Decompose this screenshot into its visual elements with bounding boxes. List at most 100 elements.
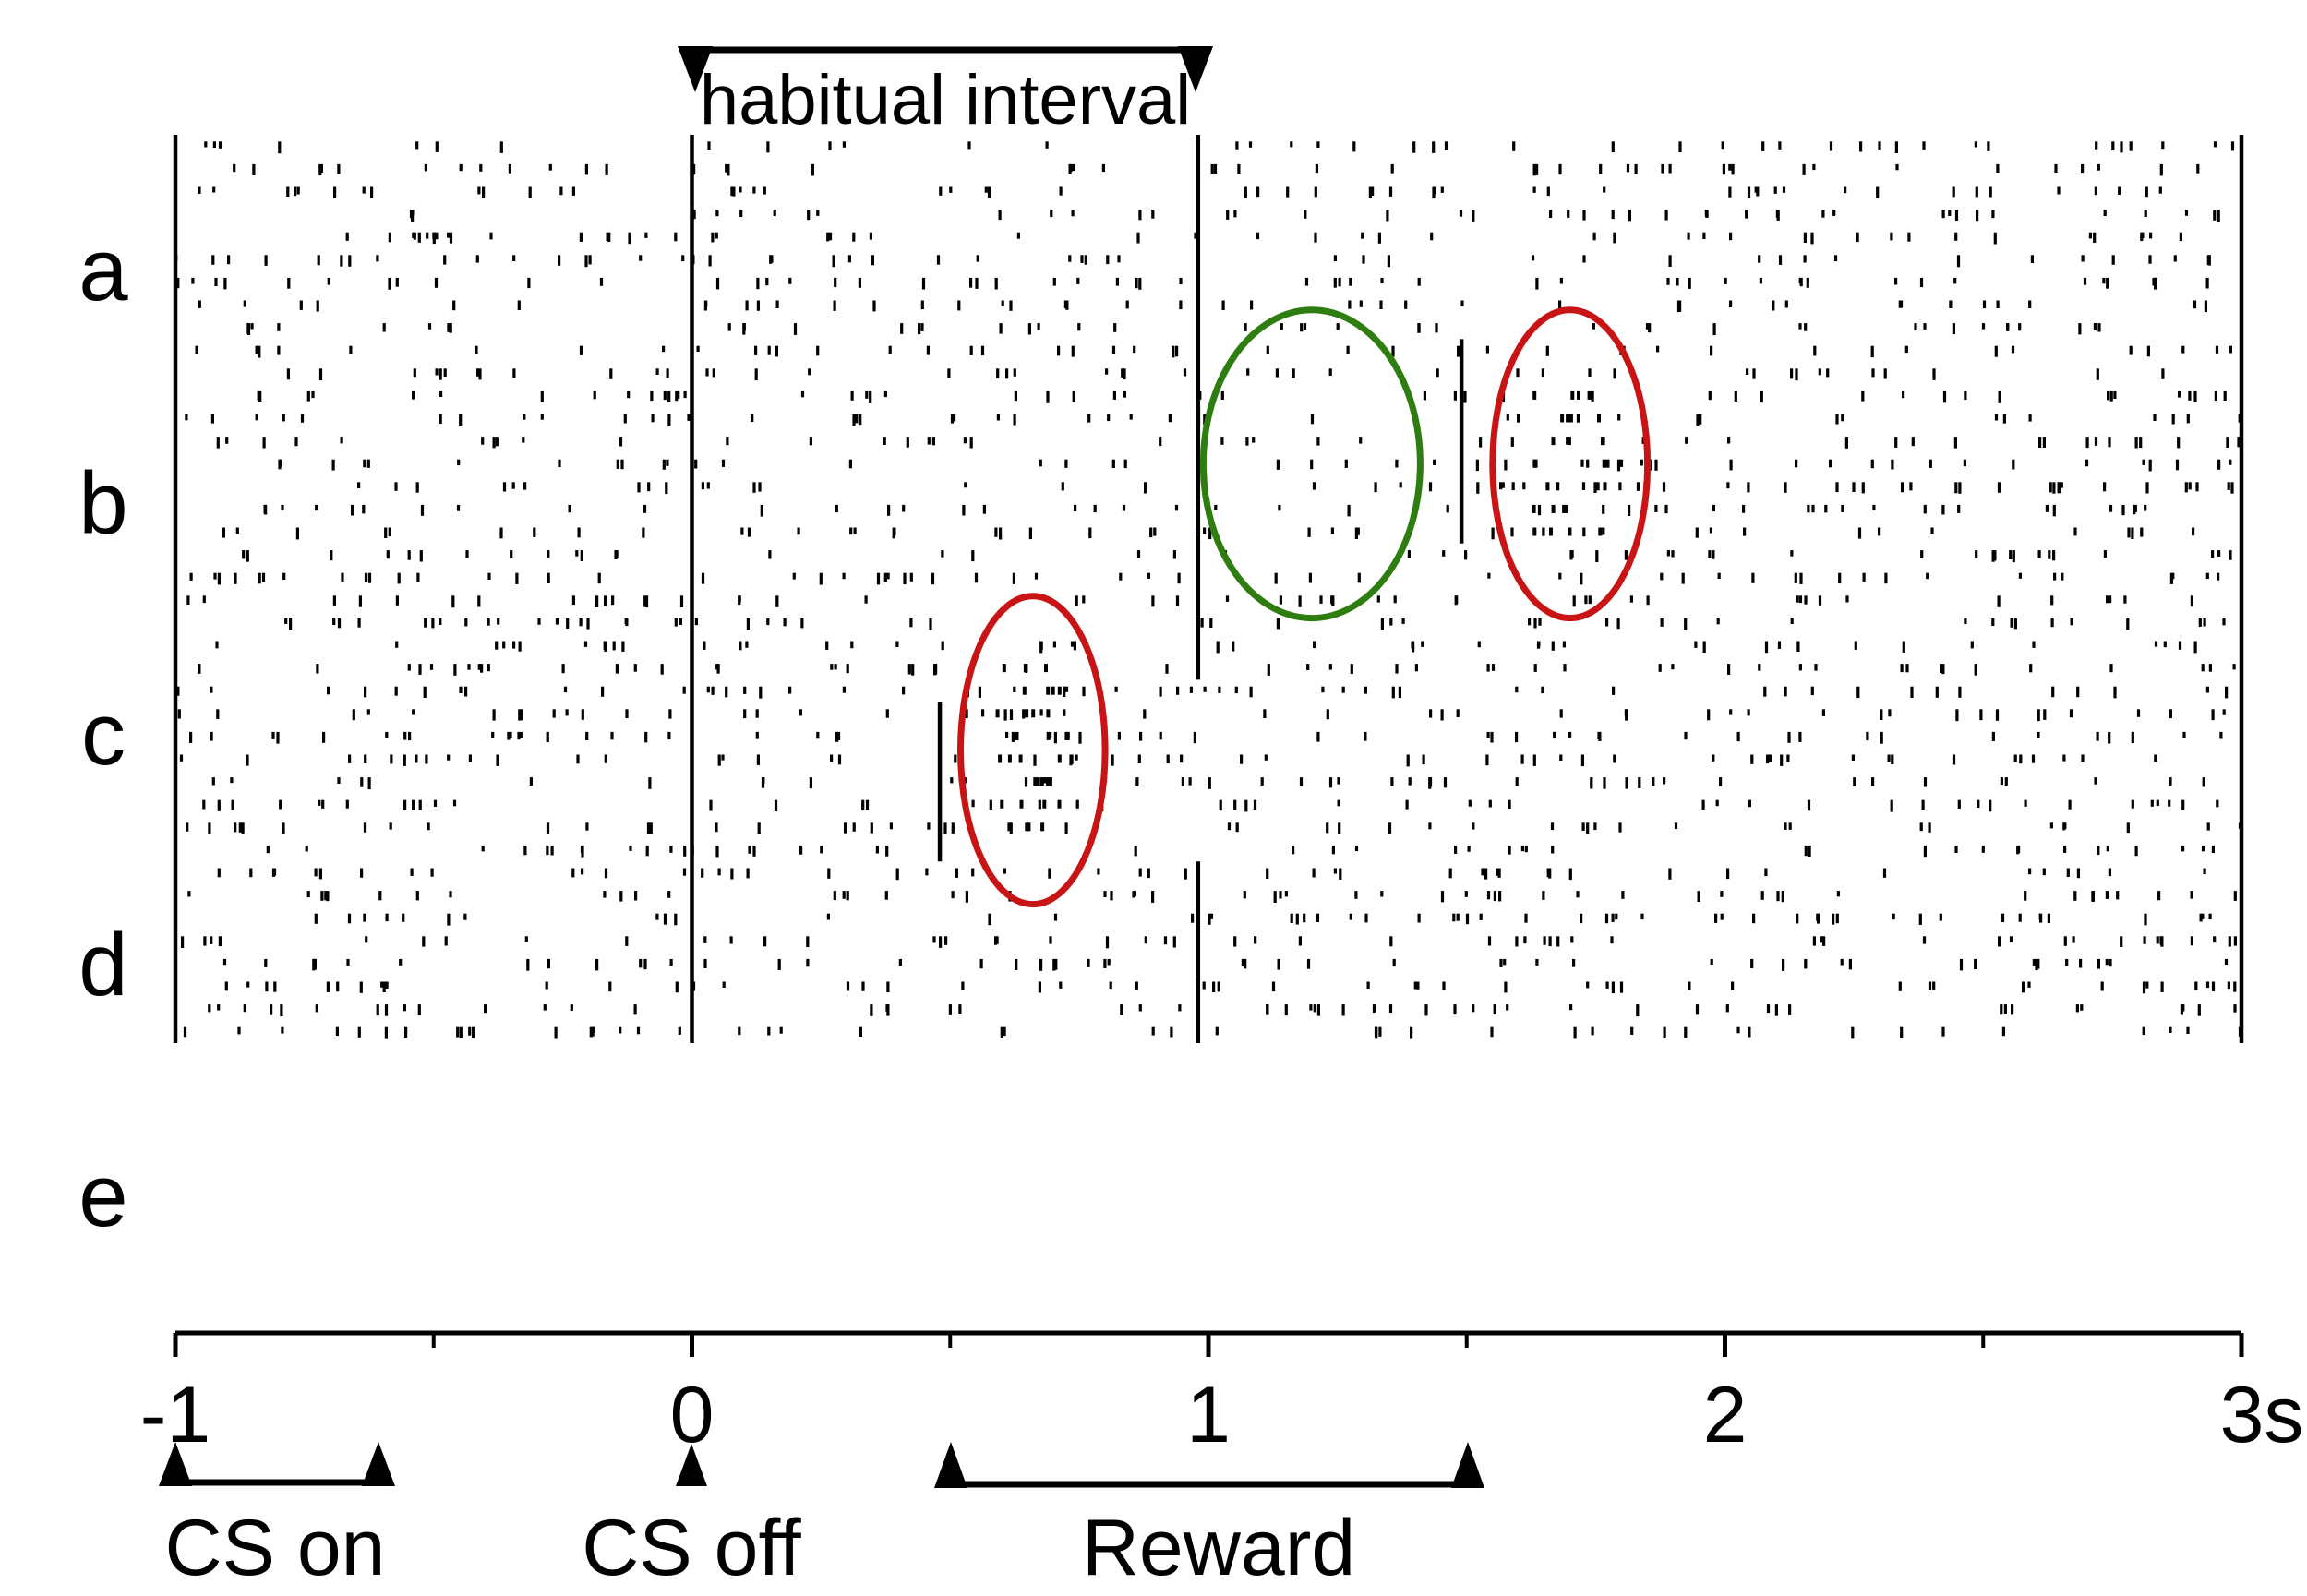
spike-mark xyxy=(2181,799,2185,810)
spike-mark xyxy=(747,527,751,537)
spike-mark xyxy=(1613,754,1616,763)
spike-mark xyxy=(1210,163,1214,174)
spike-mark xyxy=(1798,731,1802,742)
spike-mark xyxy=(1307,527,1311,537)
spike-mark xyxy=(1309,1004,1313,1011)
spike-mark xyxy=(359,981,363,993)
spike-mark xyxy=(1568,731,1572,738)
spike-mark xyxy=(198,186,201,194)
spike-mark xyxy=(384,527,388,538)
spike-mark xyxy=(1012,572,1015,584)
spike-mark xyxy=(1824,504,1828,513)
spike-mark xyxy=(571,868,575,878)
spike-mark xyxy=(963,437,967,444)
spike-mark xyxy=(443,368,447,377)
spike-mark xyxy=(547,572,550,583)
spike-mark xyxy=(1532,504,1536,513)
spike-mark xyxy=(604,754,607,763)
spike-mark xyxy=(439,414,442,424)
spike-mark xyxy=(1123,390,1126,398)
spike-mark xyxy=(1616,459,1621,472)
spike-mark xyxy=(1852,482,1856,492)
spike-mark xyxy=(1039,958,1043,971)
spike-mark xyxy=(1443,777,1448,788)
spike-mark xyxy=(1264,754,1268,761)
spike-mark xyxy=(524,936,528,942)
spike-mark xyxy=(1046,777,1050,786)
spike-mark xyxy=(1654,504,1658,512)
spike-mark xyxy=(570,1004,573,1011)
spike-mark xyxy=(1304,277,1309,286)
spike-mark xyxy=(1656,345,1660,353)
spike-mark xyxy=(2049,482,2052,493)
spike-mark xyxy=(1175,345,1179,357)
spike-mark xyxy=(1668,868,1672,880)
spike-mark xyxy=(2177,437,2181,449)
spike-mark xyxy=(861,981,865,991)
spike-mark xyxy=(799,709,802,716)
spike-mark xyxy=(2144,210,2147,217)
spike-mark xyxy=(415,482,419,493)
spike-mark xyxy=(533,527,536,537)
spike-mark xyxy=(203,936,207,946)
spike-mark xyxy=(745,300,749,311)
spike-mark xyxy=(2109,504,2113,512)
spike-mark xyxy=(537,618,541,625)
spike-mark xyxy=(2001,1026,2005,1037)
spike-mark xyxy=(1416,981,1420,990)
spike-mark xyxy=(701,482,704,490)
spike-mark xyxy=(1248,141,1253,148)
spike-mark xyxy=(948,1004,952,1015)
spike-mark xyxy=(1910,686,1914,698)
spike-mark xyxy=(969,277,973,288)
row-label-c: c xyxy=(81,685,126,784)
spike-mark xyxy=(1064,459,1068,468)
spike-mark xyxy=(435,368,439,376)
spike-mark xyxy=(1840,958,1844,966)
spike-mark xyxy=(1203,414,1207,426)
spike-mark xyxy=(1064,822,1068,834)
spike-mark xyxy=(1390,163,1394,174)
spike-mark xyxy=(975,277,979,289)
spike-mark xyxy=(1658,664,1662,672)
spike-mark xyxy=(1954,845,1958,853)
spike-mark xyxy=(957,300,961,311)
spike-mark xyxy=(272,868,277,876)
spike-mark xyxy=(1422,754,1425,765)
spike-mark xyxy=(179,754,184,762)
spike-mark xyxy=(1892,913,1895,920)
spike-mark xyxy=(1532,186,1536,193)
spike-mark xyxy=(1818,595,1822,606)
spike-mark xyxy=(255,414,258,421)
spike-mark xyxy=(2028,414,2032,422)
spike-mark xyxy=(1106,255,1110,265)
spike-mark xyxy=(2199,913,2203,922)
spike-mark xyxy=(886,572,890,580)
spike-mark xyxy=(1888,709,1892,717)
spike-mark xyxy=(743,709,747,719)
spike-mark xyxy=(2118,186,2121,195)
spike-mark xyxy=(1386,210,1389,222)
spike-mark xyxy=(1987,141,1990,151)
spike-mark xyxy=(2211,845,2215,853)
spike-mark xyxy=(825,641,829,650)
spike-mark xyxy=(1112,390,1116,400)
spike-mark xyxy=(1168,414,1172,423)
spike-mark xyxy=(709,799,713,811)
spike-mark xyxy=(449,232,453,244)
spike-mark xyxy=(1790,618,1794,624)
spike-mark xyxy=(1477,641,1481,648)
spike-mark xyxy=(2066,868,2070,877)
spike-mark xyxy=(1601,437,1605,446)
spike-mark xyxy=(1007,754,1012,763)
spike-mark xyxy=(264,958,268,967)
spike-mark xyxy=(394,482,398,491)
spike-mark xyxy=(1344,459,1348,468)
spike-mark xyxy=(319,163,323,173)
spike-mark xyxy=(1151,595,1155,607)
spike-mark xyxy=(1105,936,1110,949)
spike-mark xyxy=(218,141,222,149)
spike-mark xyxy=(2120,936,2123,947)
spike-mark xyxy=(1421,641,1424,647)
spike-mark xyxy=(1975,186,1978,198)
